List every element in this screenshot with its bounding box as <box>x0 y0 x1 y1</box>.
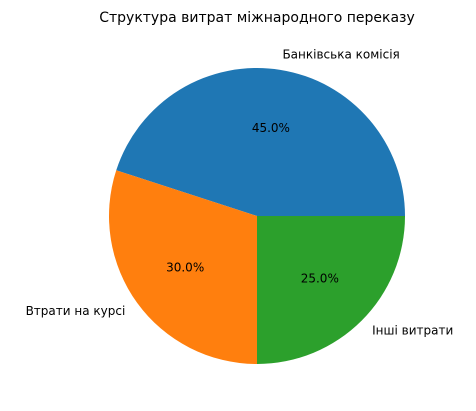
category-label: Банківська комісія <box>282 48 399 62</box>
value-label: 45.0% <box>252 121 290 135</box>
value-label: 25.0% <box>301 271 339 285</box>
category-label: Втрати на курсі <box>26 304 126 318</box>
pie-slice <box>116 68 405 216</box>
chart-title: Структура витрат міжнародного переказу <box>99 10 415 26</box>
value-label: 30.0% <box>166 261 204 275</box>
pie-slice <box>108 170 257 364</box>
category-label: Інші витрати <box>372 324 453 338</box>
pie-slice <box>257 216 405 364</box>
